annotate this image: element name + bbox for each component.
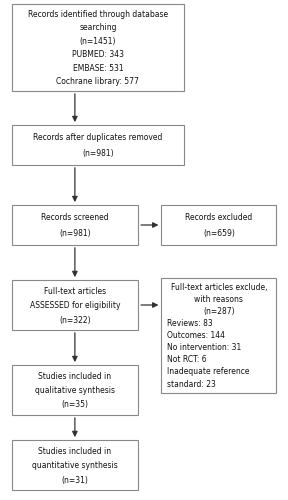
Text: Records screened: Records screened	[41, 214, 109, 222]
Text: with reasons: with reasons	[194, 295, 243, 304]
Text: searching: searching	[79, 23, 117, 32]
Text: PUBMED: 343: PUBMED: 343	[72, 50, 124, 59]
FancyBboxPatch shape	[161, 278, 276, 392]
FancyBboxPatch shape	[12, 4, 184, 91]
Text: (n=981): (n=981)	[59, 230, 91, 238]
FancyBboxPatch shape	[12, 365, 138, 415]
FancyBboxPatch shape	[12, 440, 138, 490]
FancyBboxPatch shape	[12, 125, 184, 165]
Text: Not RCT: 6: Not RCT: 6	[167, 356, 207, 364]
Text: Inadequate reference: Inadequate reference	[167, 368, 249, 376]
Text: (n=31): (n=31)	[61, 476, 88, 484]
Text: (n=287): (n=287)	[203, 307, 235, 316]
Text: qualitative synthesis: qualitative synthesis	[35, 386, 115, 395]
FancyBboxPatch shape	[12, 205, 138, 245]
Text: (n=35): (n=35)	[61, 400, 88, 409]
Text: Records after duplicates removed: Records after duplicates removed	[33, 134, 163, 142]
Text: (n=322): (n=322)	[59, 316, 91, 324]
FancyBboxPatch shape	[161, 205, 276, 245]
Text: Records identified through database: Records identified through database	[28, 10, 168, 19]
Text: ASSESSED for eligibility: ASSESSED for eligibility	[30, 301, 120, 310]
Text: (n=659): (n=659)	[203, 230, 235, 238]
Text: Studies included in: Studies included in	[38, 372, 111, 381]
Text: EMBASE: 531: EMBASE: 531	[73, 64, 123, 72]
Text: No intervention: 31: No intervention: 31	[167, 343, 241, 352]
Text: (n=981): (n=981)	[82, 150, 114, 158]
Text: Outcomes: 144: Outcomes: 144	[167, 331, 225, 340]
Text: Full-text articles: Full-text articles	[44, 287, 106, 296]
Text: (n=1451): (n=1451)	[80, 36, 116, 46]
Text: Records excluded: Records excluded	[185, 214, 253, 222]
Text: Full-text articles exclude,: Full-text articles exclude,	[170, 282, 267, 292]
Text: Studies included in: Studies included in	[38, 447, 111, 456]
Text: Cochrane library: 577: Cochrane library: 577	[56, 77, 139, 86]
Text: standard: 23: standard: 23	[167, 380, 216, 388]
Text: quantitative synthesis: quantitative synthesis	[32, 461, 118, 470]
Text: Reviews: 83: Reviews: 83	[167, 319, 213, 328]
FancyBboxPatch shape	[12, 280, 138, 330]
